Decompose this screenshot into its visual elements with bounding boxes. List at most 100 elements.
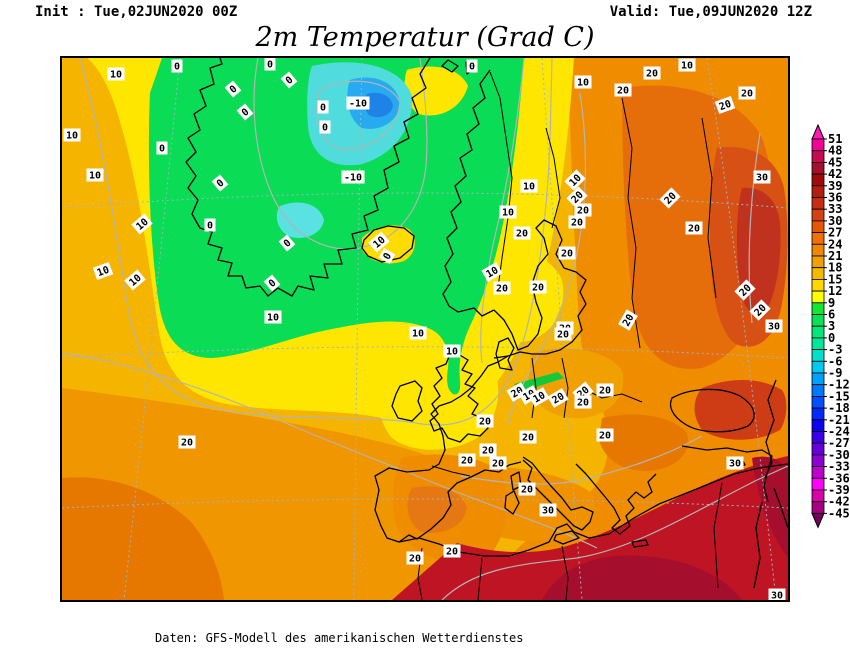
contour-label: 30 <box>727 457 744 470</box>
svg-text:20: 20 <box>599 386 611 397</box>
legend-segment <box>812 291 824 303</box>
contour-label: 0 <box>467 60 478 73</box>
svg-text:20: 20 <box>561 249 573 260</box>
contour-label: 20 <box>597 429 614 442</box>
svg-text:0: 0 <box>207 221 213 232</box>
svg-text:20: 20 <box>577 398 589 409</box>
legend-segment <box>812 303 824 315</box>
legend-segment <box>812 455 824 467</box>
svg-text:30: 30 <box>768 322 780 333</box>
svg-text:20: 20 <box>617 86 629 97</box>
svg-text:20: 20 <box>181 438 193 449</box>
svg-text:20: 20 <box>599 431 611 442</box>
contour-label: 20 <box>739 87 756 100</box>
legend-segment <box>812 408 824 420</box>
contour-label: 20 <box>179 436 196 449</box>
map-title: 2m Temperatur (Grad C) <box>60 22 790 53</box>
svg-text:10: 10 <box>577 78 589 89</box>
contour-label: -10 <box>347 97 370 110</box>
svg-text:10: 10 <box>267 313 279 324</box>
contour-label: 0 <box>205 219 216 232</box>
svg-text:20: 20 <box>522 433 534 444</box>
svg-text:10: 10 <box>110 70 122 81</box>
svg-text:10: 10 <box>681 61 693 72</box>
svg-text:0: 0 <box>174 62 180 73</box>
legend-segment <box>812 502 824 514</box>
contour-label: 20 <box>569 216 586 229</box>
legend-segment <box>812 326 824 338</box>
legend-segment <box>812 373 824 385</box>
legend-segment <box>812 490 824 502</box>
svg-text:-10: -10 <box>349 99 367 110</box>
contour-label: 20 <box>444 545 461 558</box>
svg-text:20: 20 <box>557 330 569 341</box>
svg-text:20: 20 <box>409 554 421 565</box>
contour-label: 10 <box>87 169 104 182</box>
svg-text:20: 20 <box>516 229 528 240</box>
contour-label: 20 <box>597 384 614 397</box>
legend-segment <box>812 361 824 373</box>
contour-label: 10 <box>108 68 125 81</box>
init-time-label: Init : Tue,02JUN2020 00Z <box>35 4 237 20</box>
contour-label: 10 <box>500 206 517 219</box>
contour-label: -10 <box>342 171 365 184</box>
legend-segment <box>812 432 824 444</box>
svg-text:30: 30 <box>729 459 741 470</box>
contour-label: 0 <box>157 142 168 155</box>
svg-text:20: 20 <box>532 283 544 294</box>
contour-label: 20 <box>480 444 497 457</box>
legend-segment <box>812 256 824 268</box>
contour-label: 30 <box>769 589 786 601</box>
legend-segment <box>812 174 824 186</box>
legend-segment <box>812 244 824 256</box>
legend-segment <box>812 385 824 397</box>
svg-text:0: 0 <box>267 60 273 71</box>
svg-text:-10: -10 <box>344 173 362 184</box>
contour-label: 20 <box>514 227 531 240</box>
svg-text:30: 30 <box>542 506 554 517</box>
data-source-line: Daten: GFS-Modell des amerikanischen Wet… <box>155 631 523 645</box>
contour-label: 20 <box>477 415 494 428</box>
legend-segment <box>812 420 824 432</box>
contour-label: 20 <box>686 222 703 235</box>
contour-label: 20 <box>644 67 661 80</box>
legend-arrow-top <box>812 125 824 139</box>
svg-text:20: 20 <box>577 206 589 217</box>
legend-segment <box>812 443 824 455</box>
contour-label: 20 <box>559 247 576 260</box>
contour-label: 20 <box>459 454 476 467</box>
contour-label: 20 <box>494 282 511 295</box>
svg-text:10: 10 <box>89 171 101 182</box>
legend-segment <box>812 233 824 245</box>
svg-text:20: 20 <box>446 547 458 558</box>
legend-segment <box>812 315 824 327</box>
valid-time-label: Valid: Tue,09JUN2020 12Z <box>610 4 812 20</box>
contour-label: 10 <box>444 345 461 358</box>
svg-text:20: 20 <box>646 69 658 80</box>
contour-label: 20 <box>519 483 536 496</box>
svg-text:10: 10 <box>66 131 78 142</box>
svg-text:30: 30 <box>756 173 768 184</box>
contour-label: 10 <box>265 311 282 324</box>
contour-label: 20 <box>530 281 547 294</box>
svg-text:10: 10 <box>502 208 514 219</box>
legend-tick-label: -45 <box>828 506 850 520</box>
contour-label: 10 <box>679 59 696 72</box>
svg-text:20: 20 <box>461 456 473 467</box>
contour-label: 10 <box>64 129 81 142</box>
contour-label: 30 <box>754 171 771 184</box>
weather-chart-page: { "header": { "init_label": "Init : Tue,… <box>0 0 850 657</box>
svg-text:20: 20 <box>479 417 491 428</box>
attribution-footer: Daten: GFS-Modell des amerikanischen Wet… <box>155 603 523 657</box>
svg-text:20: 20 <box>496 284 508 295</box>
legend-segment <box>812 139 824 151</box>
contour-label: 0 <box>265 58 276 71</box>
legend-segment <box>812 478 824 490</box>
svg-text:0: 0 <box>159 144 165 155</box>
contour-label: 10 <box>575 76 592 89</box>
contour-label: 20 <box>575 396 592 409</box>
legend-arrow-bottom <box>812 513 824 527</box>
svg-text:20: 20 <box>741 89 753 100</box>
svg-text:0: 0 <box>322 123 328 134</box>
map-frame: 100000000-10010100-100100101001001001020… <box>60 56 790 602</box>
